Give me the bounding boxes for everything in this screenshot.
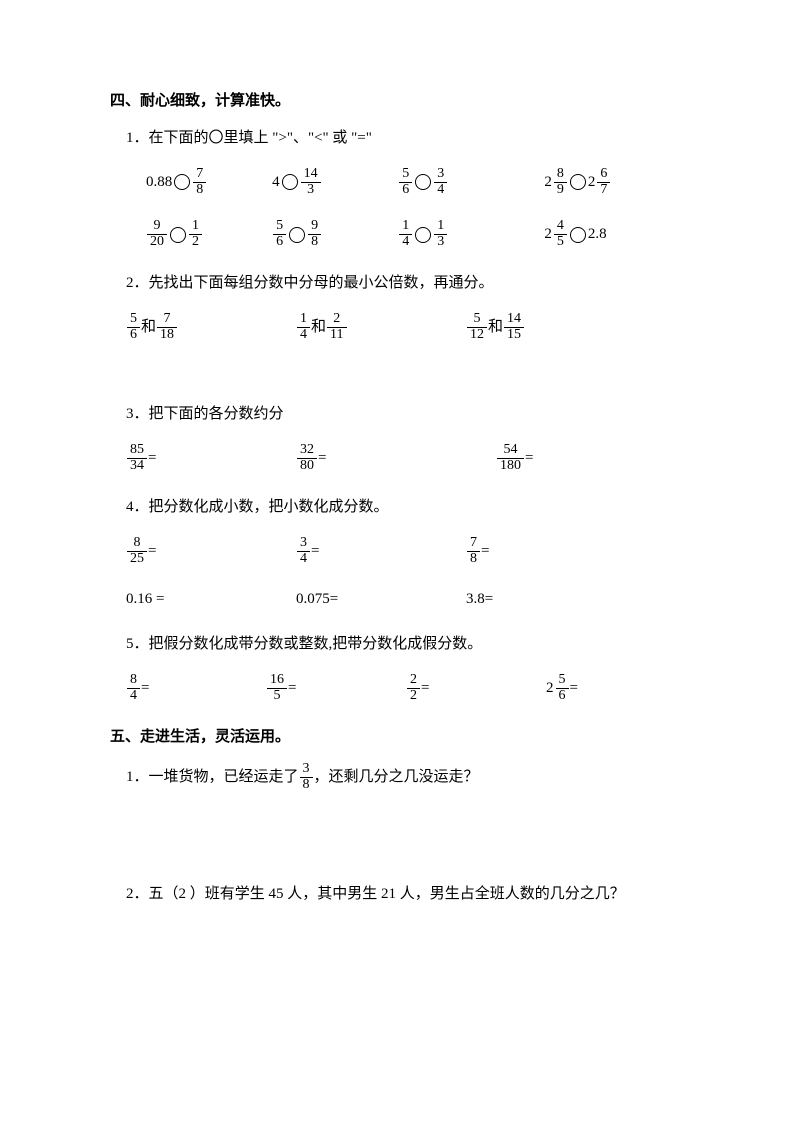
compare-item: 920 12: [146, 219, 272, 249]
equals: =: [421, 677, 429, 700]
compare-item: 56 34: [398, 167, 524, 197]
equals: =: [288, 677, 296, 700]
q4-3-row: 8534 = 3280 = 54180 =: [126, 443, 690, 473]
q4-4-row2: 0.16 = 0.075= 3.8=: [126, 588, 690, 611]
convert-item: 165 =: [266, 673, 406, 703]
q4-1-row1: 0.88 78 4 143 56 34 289 267: [126, 167, 690, 197]
circle-blank: [282, 174, 298, 190]
value-a: 0.88: [146, 171, 172, 194]
convert-item: 22 =: [406, 673, 546, 703]
equals: =: [141, 677, 149, 700]
q4-5-row: 84 = 165 = 22 = 256 =: [126, 673, 690, 703]
convert-item: 0.075=: [296, 588, 466, 611]
equals: =: [570, 677, 578, 700]
q4-1-row2: 920 12 56 98 14 13 245 2.8: [126, 219, 690, 249]
equals: =: [148, 447, 156, 470]
fraction: 56: [399, 167, 412, 197]
fraction: 143: [301, 167, 321, 197]
value-b: 2.8: [588, 223, 607, 246]
pair-item: 14 和 211: [296, 312, 466, 342]
q5-2: 2．五（2 ）班有学生 45 人，其中男生 21 人，男生占全班人数的几分之几？: [110, 883, 690, 906]
convert-item: 256 =: [546, 673, 666, 703]
q4-2-text: 2．先找出下面每组分数中分母的最小公倍数，再通分。: [126, 272, 690, 295]
compare-item: 289 267: [544, 167, 690, 197]
q4-5-text: 5．把假分数化成带分数或整数,把带分数化成假分数。: [126, 633, 690, 656]
equals: =: [311, 540, 319, 563]
q4-4-text: 4．把分数化成小数，把小数化成分数。: [126, 496, 690, 519]
section5-title: 五、走进生活，灵活运用。: [110, 726, 690, 749]
circle-blank: [570, 227, 586, 243]
reduce-item: 3280 =: [296, 443, 496, 473]
value-a: 4: [272, 171, 280, 194]
fraction: 14: [399, 219, 412, 249]
equals: =: [148, 540, 156, 563]
q4-3-text: 3．把下面的各分数约分: [126, 403, 690, 426]
convert-item: 34 =: [296, 536, 466, 566]
compare-item: 14 13: [398, 219, 524, 249]
pair-item: 512 和 1415: [466, 312, 636, 342]
section4-title: 四、耐心细致，计算准快。: [110, 90, 690, 113]
q4-2-row: 56 和 718 14 和 211 512 和 1415: [126, 312, 690, 342]
equals: =: [525, 447, 533, 470]
separator: 和: [311, 316, 326, 339]
q4-4-row1: 825 = 34 = 78 =: [126, 536, 690, 566]
compare-item: 0.88 78: [146, 167, 272, 197]
q4-1: 1．在下面的〇里填上 ">"、"<" 或 "=" 0.88 78 4 143 5…: [110, 127, 690, 250]
text-after: ，还剩几分之几没运走？: [314, 766, 479, 789]
mixed-number: 245: [544, 219, 568, 249]
compare-item: 56 98: [272, 219, 398, 249]
fraction: 78: [193, 167, 206, 197]
equals: =: [318, 447, 326, 470]
text-before: 1．一堆货物，已经运走了: [126, 766, 299, 789]
separator: 和: [141, 316, 156, 339]
fraction: 13: [434, 219, 447, 249]
reduce-item: 54180 =: [496, 443, 646, 473]
equals: =: [481, 540, 489, 563]
circle-blank: [415, 227, 431, 243]
convert-item: 78 =: [466, 536, 616, 566]
circle-blank: [170, 227, 186, 243]
pair-item: 56 和 718: [126, 312, 296, 342]
convert-item: 825 =: [126, 536, 296, 566]
mixed-number: 289: [544, 167, 568, 197]
reduce-item: 8534 =: [126, 443, 296, 473]
fraction: 12: [189, 219, 202, 249]
circle-blank: [570, 174, 586, 190]
fraction: 920: [147, 219, 167, 249]
q5-1: 1．一堆货物，已经运走了 38 ，还剩几分之几没运走？: [110, 762, 690, 792]
compare-item: 245 2.8: [544, 219, 690, 249]
fraction: 34: [434, 167, 447, 197]
circle-blank: [415, 174, 431, 190]
fraction: 98: [308, 219, 321, 249]
compare-item: 4 143: [272, 167, 398, 197]
convert-item: 0.16 =: [126, 588, 296, 611]
q4-3: 3．把下面的各分数约分 8534 = 3280 = 54180 =: [110, 403, 690, 474]
fraction: 56: [273, 219, 286, 249]
circle-blank: [289, 227, 305, 243]
q4-5: 5．把假分数化成带分数或整数,把带分数化成假分数。 84 = 165 = 22 …: [110, 633, 690, 704]
q4-2: 2．先找出下面每组分数中分母的最小公倍数，再通分。 56 和 718 14 和 …: [110, 272, 690, 343]
convert-item: 3.8=: [466, 588, 616, 611]
mixed-number: 267: [588, 167, 612, 197]
convert-item: 84 =: [126, 673, 266, 703]
q5-1-text: 1．一堆货物，已经运走了 38 ，还剩几分之几没运走？: [126, 762, 479, 792]
circle-blank: [174, 174, 190, 190]
separator: 和: [488, 316, 503, 339]
q4-4: 4．把分数化成小数，把小数化成分数。 825 = 34 = 78 = 0.16 …: [110, 496, 690, 611]
q4-1-text: 1．在下面的〇里填上 ">"、"<" 或 "=": [126, 127, 690, 150]
q5-2-text: 2．五（2 ）班有学生 45 人，其中男生 21 人，男生占全班人数的几分之几？: [126, 883, 690, 906]
fraction: 38: [300, 762, 313, 792]
